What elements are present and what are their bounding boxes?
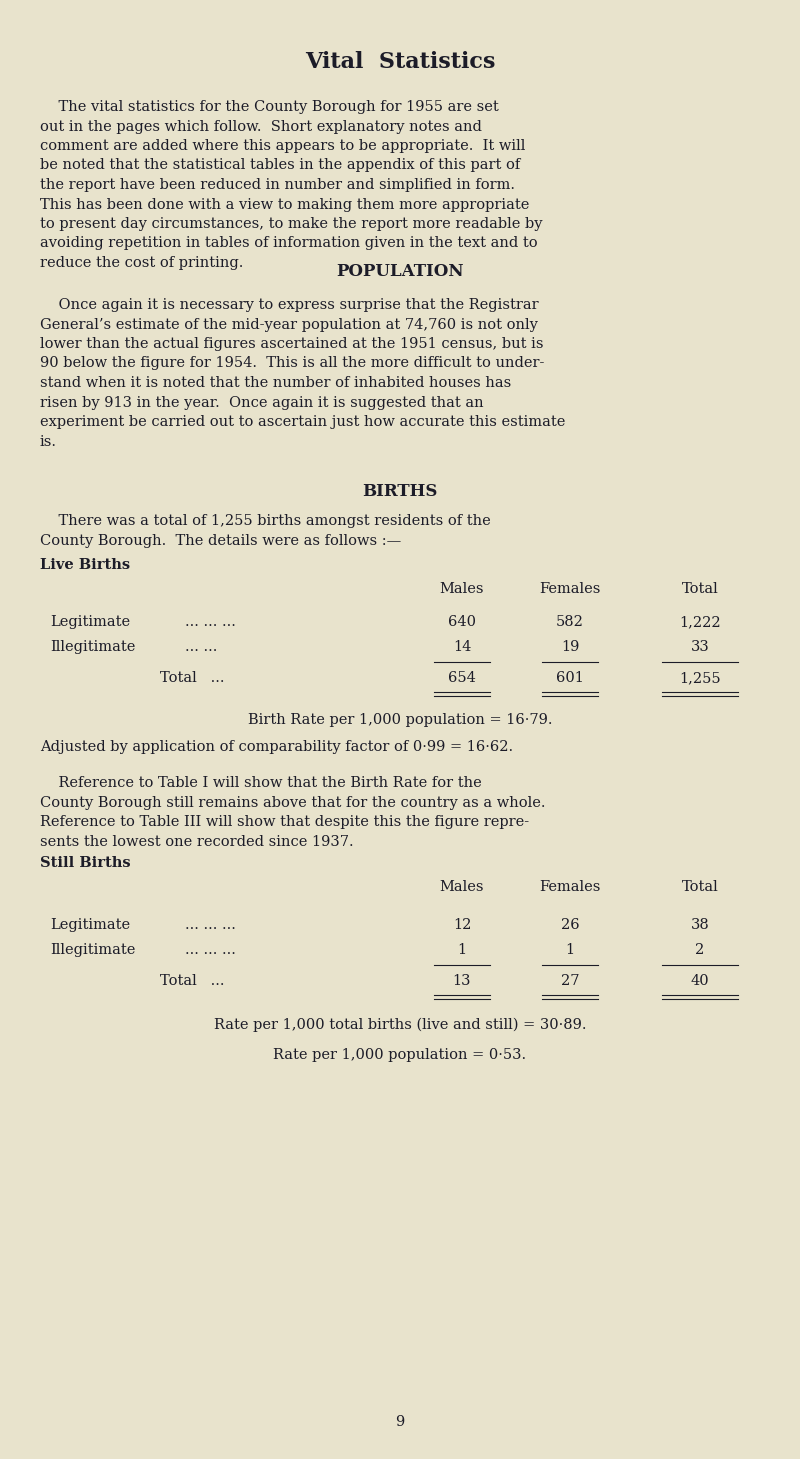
Text: 27: 27 (561, 975, 579, 988)
Text: Illegitimate: Illegitimate (50, 943, 135, 957)
Text: 14: 14 (453, 641, 471, 654)
Text: 1,255: 1,255 (679, 671, 721, 684)
Text: There was a total of 1,255 births amongst residents of the
County Borough.  The : There was a total of 1,255 births amongs… (40, 514, 490, 547)
Text: 40: 40 (690, 975, 710, 988)
Text: Illegitimate: Illegitimate (50, 641, 135, 654)
Text: 26: 26 (561, 918, 579, 932)
Text: Total   ...: Total ... (160, 975, 225, 988)
Text: Rate per 1,000 total births (live and still) = 30·89.: Rate per 1,000 total births (live and st… (214, 1018, 586, 1033)
Text: Total   ...: Total ... (160, 671, 225, 684)
Text: The vital statistics for the County Borough for 1955 are set
out in the pages wh: The vital statistics for the County Boro… (40, 101, 542, 270)
Text: ... ... ...: ... ... ... (185, 918, 236, 932)
Text: 2: 2 (695, 943, 705, 957)
Text: 33: 33 (690, 641, 710, 654)
Text: ... ...: ... ... (185, 641, 218, 654)
Text: BIRTHS: BIRTHS (362, 483, 438, 500)
Text: 19: 19 (561, 641, 579, 654)
Text: Reference to Table I will show that the Birth Rate for the
County Borough still : Reference to Table I will show that the … (40, 776, 546, 849)
Text: Rate per 1,000 population = 0·53.: Rate per 1,000 population = 0·53. (274, 1048, 526, 1062)
Text: Birth Rate per 1,000 population = 16·79.: Birth Rate per 1,000 population = 16·79. (248, 713, 552, 727)
Text: Total: Total (682, 582, 718, 595)
Text: ... ... ...: ... ... ... (185, 616, 236, 629)
Text: 38: 38 (690, 918, 710, 932)
Text: Females: Females (539, 880, 601, 894)
Text: 640: 640 (448, 616, 476, 629)
Text: Vital  Statistics: Vital Statistics (305, 51, 495, 73)
Text: 1: 1 (566, 943, 574, 957)
Text: Males: Males (440, 880, 484, 894)
Text: 1,222: 1,222 (679, 616, 721, 629)
Text: 12: 12 (453, 918, 471, 932)
Text: Still Births: Still Births (40, 856, 130, 870)
Text: Live Births: Live Births (40, 557, 130, 572)
Text: ... ... ...: ... ... ... (185, 943, 236, 957)
Text: 9: 9 (395, 1415, 405, 1428)
Text: 13: 13 (453, 975, 471, 988)
Text: POPULATION: POPULATION (336, 264, 464, 280)
Text: Females: Females (539, 582, 601, 595)
Text: 1: 1 (458, 943, 466, 957)
Text: Adjusted by application of comparability factor of 0·99 = 16·62.: Adjusted by application of comparability… (40, 740, 513, 754)
Text: Once again it is necessary to express surprise that the Registrar
General’s esti: Once again it is necessary to express su… (40, 298, 566, 448)
Text: Total: Total (682, 880, 718, 894)
Text: 582: 582 (556, 616, 584, 629)
Text: 654: 654 (448, 671, 476, 684)
Text: Legitimate: Legitimate (50, 616, 130, 629)
Text: Males: Males (440, 582, 484, 595)
Text: 601: 601 (556, 671, 584, 684)
Text: Legitimate: Legitimate (50, 918, 130, 932)
